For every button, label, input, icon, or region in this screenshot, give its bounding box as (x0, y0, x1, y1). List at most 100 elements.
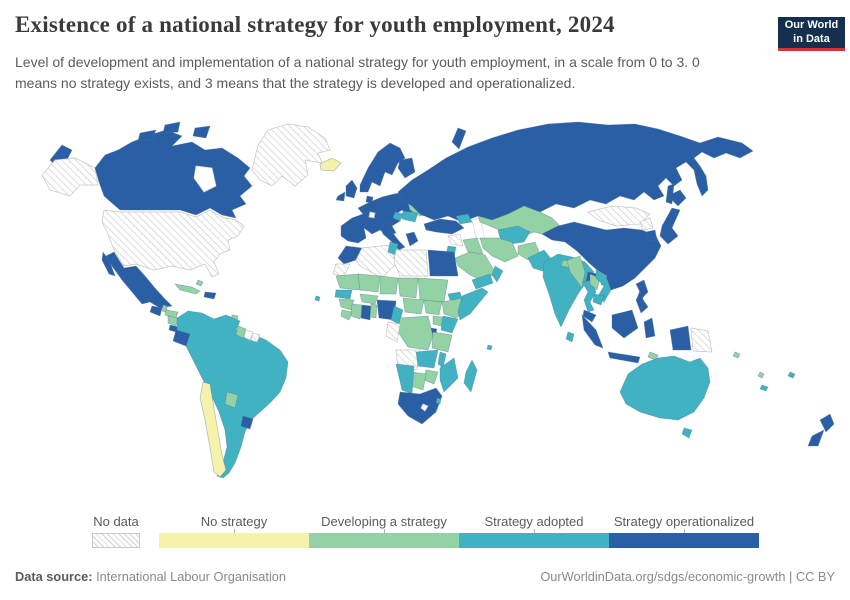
country-russia[interactable] (397, 121, 754, 223)
country-french-guiana[interactable] (250, 332, 261, 343)
country-guatemala[interactable] (149, 305, 163, 317)
country-tanzania[interactable] (431, 331, 453, 353)
country-switzerland[interactable] (368, 211, 376, 219)
country-mali[interactable] (357, 273, 381, 293)
country-new-zealand-south[interactable] (807, 429, 825, 447)
country-sierra-leone-liberia[interactable] (340, 309, 353, 321)
country-japan-honshu[interactable] (659, 207, 681, 245)
country-cambodia[interactable] (592, 293, 605, 306)
country-australia[interactable] (619, 355, 711, 421)
country-greece[interactable] (405, 231, 419, 247)
country-suriname[interactable] (243, 329, 254, 341)
country-solomon-islands[interactable] (732, 351, 741, 359)
country-zambia[interactable] (415, 349, 439, 369)
legend-label-operationalized[interactable]: Strategy operationalized (613, 514, 755, 529)
country-mozambique[interactable] (439, 357, 459, 393)
country-chad[interactable] (397, 277, 419, 299)
legend-swatch-no-data[interactable] (92, 533, 140, 548)
country-alaska[interactable] (41, 157, 99, 197)
legend-swatch-operationalized[interactable] (609, 533, 759, 548)
country-madagascar[interactable] (463, 359, 478, 393)
country-paraguay[interactable] (224, 391, 239, 409)
country-yemen[interactable] (471, 273, 494, 290)
country-gabon-congo[interactable] (385, 321, 401, 343)
country-china[interactable] (541, 221, 662, 291)
country-namibia[interactable] (395, 363, 415, 395)
country-nicaragua[interactable] (167, 315, 179, 327)
country-central-african-republic[interactable] (402, 297, 425, 315)
country-ireland[interactable] (335, 191, 346, 202)
country-guyana[interactable] (235, 325, 247, 339)
island-java[interactable] (607, 351, 641, 364)
country-bahamas[interactable] (195, 279, 204, 287)
country-burkina-faso[interactable] (359, 293, 379, 305)
country-serbia-hungary[interactable] (392, 211, 404, 222)
country-sudan[interactable] (417, 277, 449, 303)
legend-swatch-developing[interactable] (309, 533, 459, 548)
country-syria[interactable] (447, 233, 464, 247)
island-cape-verde[interactable] (314, 295, 321, 302)
region-west-papua[interactable] (669, 325, 692, 351)
country-romania-moldova[interactable] (401, 210, 419, 223)
country-papua-new-guinea[interactable] (690, 327, 713, 353)
legend-swatch-no-strategy[interactable] (159, 533, 309, 548)
country-libya[interactable] (393, 249, 429, 277)
island-novaya-zemlya[interactable] (451, 127, 467, 150)
country-south-korea[interactable] (645, 229, 658, 242)
country-senegal[interactable] (334, 289, 353, 300)
country-dominican-republic[interactable] (203, 291, 217, 300)
country-togo-benin[interactable] (369, 303, 378, 319)
country-new-caledonia[interactable] (759, 384, 769, 392)
country-iran[interactable] (479, 237, 519, 263)
country-malaysia[interactable] (582, 309, 597, 323)
country-vanuatu[interactable] (757, 371, 765, 379)
country-lesotho[interactable] (420, 403, 429, 412)
country-sri-lanka[interactable] (565, 331, 575, 343)
country-finland[interactable] (397, 157, 416, 179)
owid-url-license[interactable]: OurWorldinData.org/sdgs/economic-growth … (540, 569, 835, 584)
country-iceland[interactable] (319, 157, 342, 172)
island-mauritius[interactable] (486, 344, 493, 351)
country-myanmar[interactable] (566, 255, 586, 289)
country-eswatini[interactable] (435, 397, 442, 405)
country-niger[interactable] (379, 275, 399, 295)
country-iraq[interactable] (462, 237, 484, 255)
country-somalia[interactable] (457, 287, 489, 321)
country-united-states[interactable] (101, 209, 245, 278)
country-cote-divoire[interactable] (350, 303, 363, 320)
country-united-kingdom[interactable] (345, 179, 358, 199)
country-zimbabwe[interactable] (423, 369, 439, 385)
country-uruguay[interactable] (240, 415, 254, 430)
legend-label-developing[interactable]: Developing a strategy (321, 514, 447, 529)
country-ghana[interactable] (360, 304, 372, 321)
country-chile[interactable] (199, 381, 227, 478)
country-kenya[interactable] (440, 315, 459, 334)
country-canadian-arctic[interactable] (192, 125, 211, 139)
country-canada[interactable] (94, 129, 253, 219)
country-western-sahara[interactable] (332, 263, 351, 277)
country-egypt[interactable] (427, 249, 459, 277)
legend-label-no-strategy[interactable]: No strategy (200, 514, 268, 529)
legend-label-adopted[interactable]: Strategy adopted (484, 514, 584, 529)
country-greenland[interactable] (251, 123, 331, 187)
country-new-zealand-north[interactable] (819, 413, 835, 433)
country-uganda[interactable] (432, 315, 444, 327)
island-sulawesi[interactable] (643, 317, 656, 339)
island-tasmania[interactable] (681, 427, 693, 439)
country-japan-hokkaido[interactable] (667, 189, 687, 207)
country-canadian-arctic[interactable] (137, 129, 157, 142)
country-italy[interactable] (379, 222, 406, 251)
country-south-africa[interactable] (397, 387, 443, 425)
island-sumatra[interactable] (581, 313, 604, 349)
country-philippines[interactable] (635, 279, 649, 314)
country-north-korea[interactable] (639, 217, 654, 231)
region-western-europe[interactable] (340, 191, 422, 244)
country-fiji[interactable] (787, 371, 796, 379)
country-mauritania[interactable] (335, 273, 361, 291)
legend-label-no-data[interactable]: No data (93, 514, 139, 529)
country-guinea[interactable] (338, 298, 355, 311)
country-cuba[interactable] (174, 283, 201, 295)
legend-swatch-adopted[interactable] (459, 533, 609, 548)
country-georgia-azerbaijan[interactable] (455, 213, 473, 225)
owid-logo[interactable]: Our World in Data (778, 17, 845, 51)
